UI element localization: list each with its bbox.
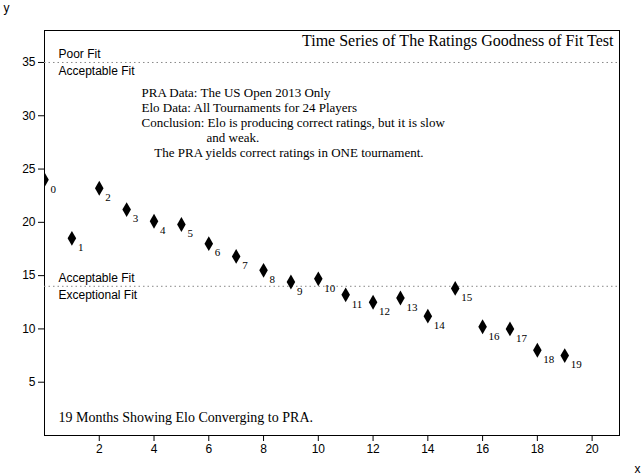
- svg-text:3: 3: [133, 212, 139, 224]
- svg-text:y: y: [4, 1, 10, 15]
- svg-text:15: 15: [22, 268, 36, 282]
- svg-text:18: 18: [543, 353, 555, 365]
- svg-text:16: 16: [489, 330, 501, 342]
- svg-text:6: 6: [205, 442, 212, 456]
- svg-text:4: 4: [160, 224, 166, 236]
- svg-text:16: 16: [476, 442, 490, 456]
- svg-text:2: 2: [105, 191, 111, 203]
- svg-text:19: 19: [571, 358, 583, 370]
- svg-text:9: 9: [297, 285, 303, 297]
- svg-text:30: 30: [22, 109, 36, 123]
- svg-text:20: 20: [585, 442, 599, 456]
- svg-text:5: 5: [29, 375, 36, 389]
- svg-text:Acceptable Fit: Acceptable Fit: [59, 271, 136, 285]
- svg-text:1: 1: [78, 241, 84, 253]
- svg-text:14: 14: [434, 319, 446, 331]
- svg-text:12: 12: [379, 305, 390, 317]
- svg-text:20: 20: [22, 215, 36, 229]
- svg-text:14: 14: [421, 442, 435, 456]
- svg-text:25: 25: [22, 162, 36, 176]
- svg-text:Poor Fit: Poor Fit: [59, 47, 102, 61]
- svg-text:4: 4: [151, 442, 158, 456]
- svg-text:35: 35: [22, 55, 36, 69]
- svg-text:x: x: [635, 462, 641, 475]
- svg-text:Acceptable Fit: Acceptable Fit: [59, 64, 136, 78]
- svg-text:19 Months Showing Elo Convergi: 19 Months Showing Elo Converging to PRA.: [59, 410, 314, 425]
- svg-text:15: 15: [461, 291, 473, 303]
- svg-text:5: 5: [187, 227, 193, 239]
- svg-text:Time Series of The Ratings Goo: Time Series of The Ratings Goodness of F…: [302, 32, 614, 50]
- svg-text:2: 2: [96, 442, 103, 456]
- svg-text:Exceptional Fit: Exceptional Fit: [59, 288, 138, 302]
- svg-text:8: 8: [270, 273, 276, 285]
- svg-text:6: 6: [215, 246, 221, 258]
- svg-text:17: 17: [516, 332, 528, 344]
- svg-text:PRA Data: The US Open 2013 Onl: PRA Data: The US Open 2013 OnlyElo Data:…: [142, 85, 446, 160]
- svg-text:10: 10: [312, 442, 326, 456]
- svg-text:10: 10: [324, 282, 336, 294]
- svg-text:8: 8: [260, 442, 267, 456]
- svg-text:12: 12: [366, 442, 380, 456]
- svg-text:7: 7: [242, 259, 248, 271]
- svg-text:10: 10: [22, 322, 36, 336]
- svg-text:18: 18: [531, 442, 545, 456]
- svg-text:11: 11: [352, 298, 363, 310]
- svg-text:13: 13: [406, 301, 418, 313]
- svg-text:0: 0: [51, 183, 57, 195]
